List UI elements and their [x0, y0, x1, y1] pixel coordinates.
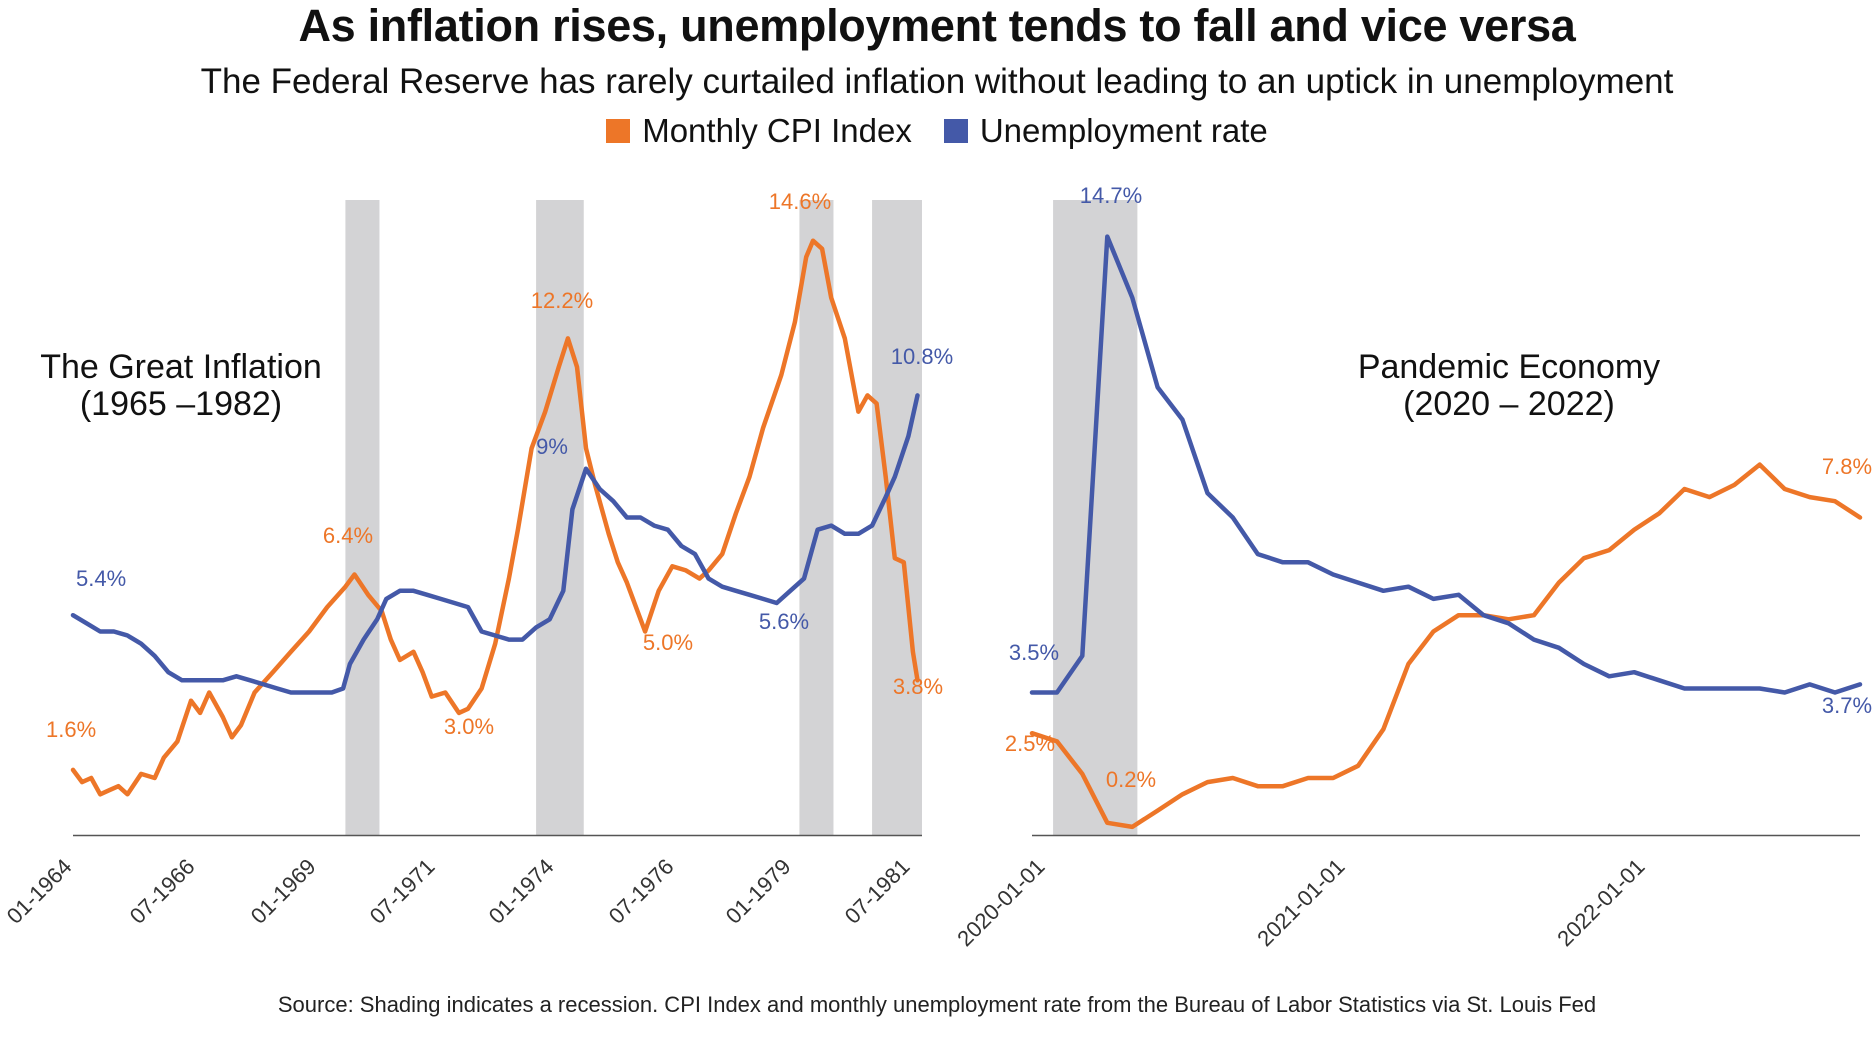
x-tick-label: 07-1976: [604, 854, 679, 929]
x-tick-label: 2021-01-01: [1252, 854, 1349, 951]
chart-subtitle: The Federal Reserve has rarely curtailed…: [200, 62, 1674, 101]
x-tick-label: 01-1969: [246, 854, 321, 929]
data-label-cpi: 7.8%: [1822, 454, 1872, 479]
data-label-unemployment: 5.4%: [76, 566, 126, 591]
recession-band: [345, 200, 380, 835]
data-label-unemployment: 3.5%: [1009, 640, 1059, 665]
data-label-unemployment: 3.7%: [1822, 693, 1872, 718]
data-label-unemployment: 10.8%: [891, 344, 953, 369]
panel-great-inflation: The Great Inflation(1965 –1982) 5.4% 1.6% 6…: [2, 189, 953, 929]
data-label-cpi: 5.0%: [643, 630, 693, 655]
x-tick-label: 07-1981: [840, 854, 915, 929]
x-tick-label: 01-1964: [2, 854, 77, 929]
legend-label-unemployment: Unemployment rate: [979, 112, 1268, 149]
recession-band: [799, 200, 834, 835]
data-label-cpi: 1.6%: [46, 717, 96, 742]
legend-label-cpi: Monthly CPI Index: [642, 112, 912, 149]
unemployment-swatch-icon: [943, 119, 968, 143]
recession-band: [872, 200, 922, 835]
data-label-cpi: 14.6%: [769, 189, 831, 214]
x-tick-label: 2020-01-01: [952, 854, 1049, 951]
data-label-unemployment: 5.6%: [759, 609, 809, 634]
legend-item-cpi: Monthly CPI Index: [606, 112, 912, 150]
data-label-unemployment: 14.7%: [1080, 183, 1142, 208]
data-label-cpi: 3.8%: [893, 674, 943, 699]
source-note: Source: Shading indicates a recession. C…: [277, 992, 1597, 1017]
panel-pandemic: Pandemic Economy(2020 – 2022) 14.7% 3.5% 2.…: [952, 183, 1872, 951]
data-label-cpi: 3.0%: [444, 714, 494, 739]
x-tick-label: 01-1974: [484, 854, 559, 929]
cpi-series-line: [70, 238, 920, 797]
recession-band: [536, 200, 584, 835]
panel-title: The Great Inflation: [40, 348, 322, 386]
cpi-swatch-icon: [606, 119, 631, 143]
legend-item-unemployment: Unemployment rate: [943, 112, 1268, 150]
data-label-cpi: 6.4%: [323, 523, 373, 548]
recession-band: [1053, 200, 1138, 835]
unemployment-series-line: [1029, 234, 1863, 695]
data-label-cpi: 2.5%: [1005, 731, 1055, 756]
data-label-unemployment: 9%: [536, 434, 568, 459]
panel-title: Pandemic Economy: [1358, 348, 1660, 386]
x-tick-label: 07-1971: [365, 854, 440, 929]
panel-subtitle: (1965 –1982): [80, 385, 282, 423]
panel-subtitle: (2020 – 2022): [1403, 385, 1615, 423]
cpi-series-line: [1029, 462, 1863, 830]
x-tick-label: 01-1979: [721, 854, 796, 929]
x-tick-label: 07-1966: [125, 854, 200, 929]
legend: Monthly CPI Index Unemployment rate: [0, 112, 1874, 150]
chart-title: As inflation rises, unemployment tends t…: [298, 0, 1576, 51]
x-tick-label: 2022-01-01: [1552, 854, 1649, 951]
unemployment-series-line: [70, 393, 920, 695]
data-label-cpi: 0.2%: [1106, 767, 1156, 792]
data-label-cpi: 12.2%: [531, 288, 593, 313]
